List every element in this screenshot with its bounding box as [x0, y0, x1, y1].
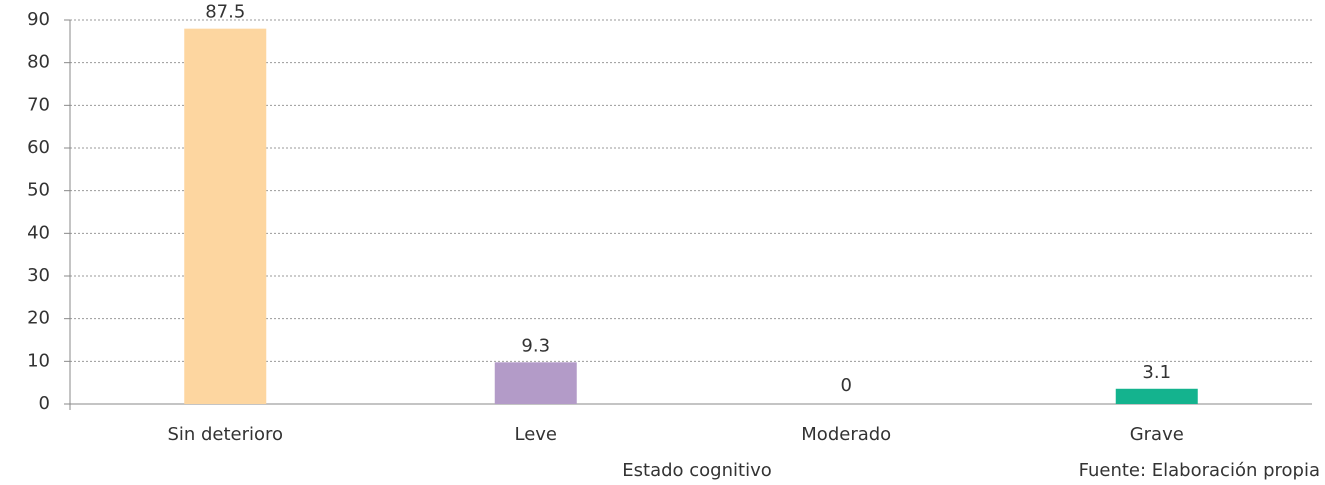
y-tick-label: 10 — [27, 350, 50, 371]
data-label: 0 — [841, 375, 852, 396]
x-tick-label: Moderado — [801, 424, 891, 445]
bar — [494, 362, 577, 405]
y-tick-label: 90 — [27, 9, 50, 30]
bar — [184, 28, 267, 405]
bar — [1115, 388, 1198, 405]
source-note: Fuente: Elaboración propia — [1079, 460, 1320, 481]
y-tick-label: 20 — [27, 308, 50, 329]
data-label: 3.1 — [1142, 362, 1171, 383]
y-tick-label: 70 — [27, 94, 50, 115]
y-tick-label: 0 — [39, 393, 50, 414]
y-tick-label: 80 — [27, 52, 50, 73]
y-tick-label: 60 — [27, 137, 50, 158]
x-tick-label: Leve — [514, 424, 557, 445]
data-label: 87.5 — [205, 2, 245, 23]
y-tick-label: 50 — [27, 180, 50, 201]
x-tick-label: Sin deterioro — [167, 424, 283, 445]
x-tick-label: Grave — [1130, 424, 1184, 445]
x-axis-label: Estado cognitivo — [622, 460, 771, 481]
data-label: 9.3 — [521, 335, 550, 356]
y-tick-label: 30 — [27, 265, 50, 286]
y-tick-label: 40 — [27, 222, 50, 243]
